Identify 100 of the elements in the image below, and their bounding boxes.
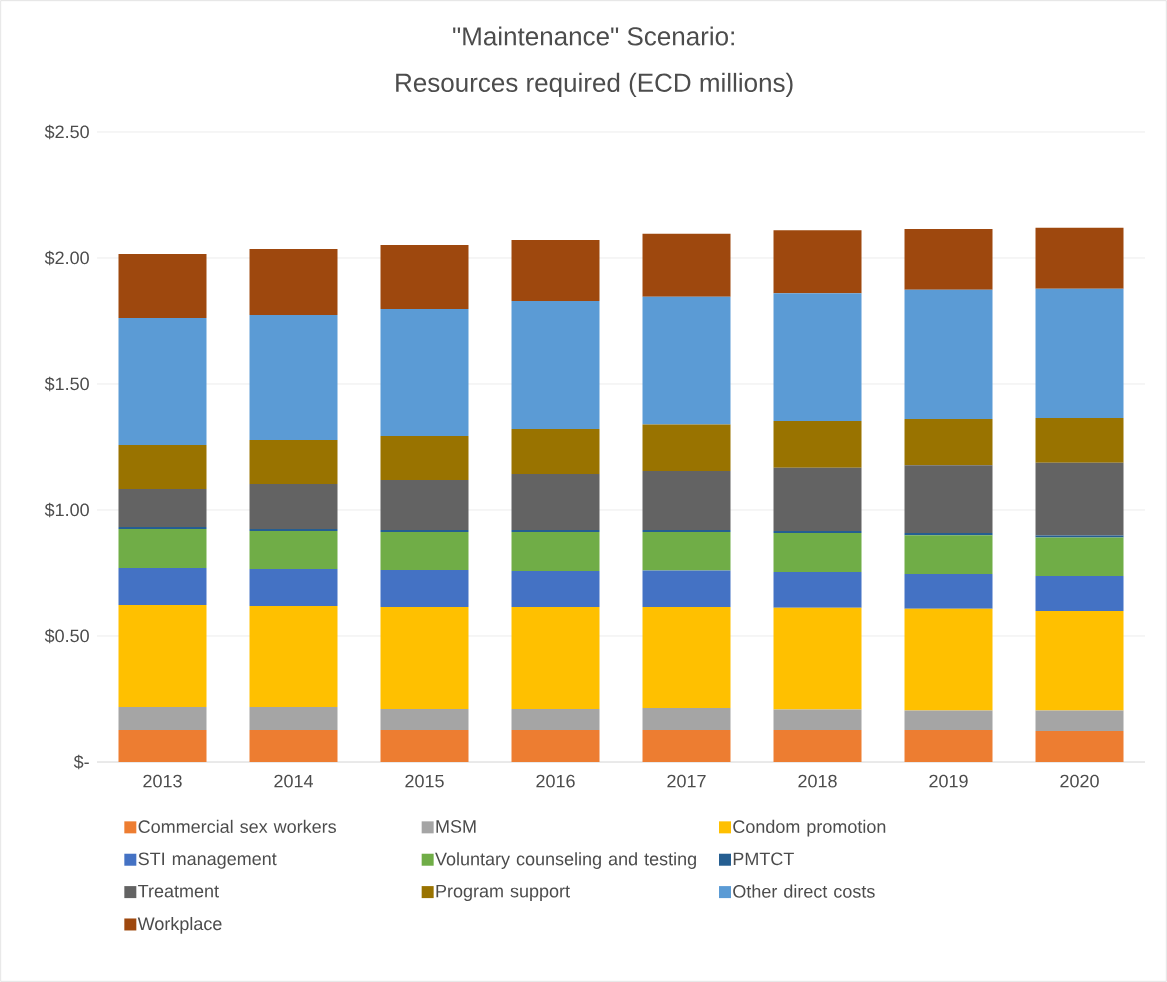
bar [380,435,469,481]
chart-title: "Maintenance" Scenario: [453,26,734,46]
bar [380,607,469,710]
bar [642,730,731,762]
bar [773,532,862,572]
bar [642,607,731,709]
bar [1035,576,1124,612]
x-tick-label: 2019 [929,774,968,788]
y-tick-label: $0.50 [44,628,89,644]
chart-subtitle: Resources required (ECD millions) [396,72,793,98]
bar [773,730,862,762]
bar [642,531,731,571]
bar [1035,731,1124,762]
bar [118,253,207,318]
bar [773,293,862,422]
bar [249,730,338,762]
bar [118,444,207,490]
bar [380,730,469,762]
bar [773,607,862,710]
bar [380,480,469,530]
legend-label: Voluntary counseling and testing [435,852,696,869]
bar [904,574,993,609]
bar [249,606,338,708]
bar [642,470,731,530]
legend-label: Program support [436,884,570,902]
bar [904,535,993,575]
bar [642,570,731,608]
bar [1035,535,1124,538]
bar [773,571,862,608]
bar [773,709,862,730]
bar [511,529,600,532]
bar [511,730,600,762]
bar [380,569,469,608]
bar [511,240,600,302]
bar [642,424,731,471]
bar [249,707,338,730]
bar [511,301,600,430]
bar [511,429,600,474]
bar [249,484,338,529]
bar [642,529,731,532]
legend-label: STI management [138,852,277,869]
bar [1035,537,1124,577]
y-tick-label: $1.50 [44,376,89,392]
x-tick-label: 2014 [274,774,313,788]
legend-label: MSM [436,820,476,833]
legend-label: Workplace [137,916,222,934]
bar [1035,227,1124,289]
bar [773,530,862,533]
bar [249,439,338,485]
bar [904,608,993,711]
bar [511,607,600,710]
bar [1035,611,1124,711]
bar [642,708,731,730]
bar [249,530,338,569]
bar [904,710,993,730]
bar [773,421,862,468]
x-tick-label: 2013 [143,774,182,788]
legend-label: Treatment [138,884,219,898]
bar [904,289,993,420]
bar [249,314,338,440]
bar [773,467,862,531]
bar [118,526,207,529]
bar [642,233,731,297]
x-tick-label: 2020 [1060,774,1099,788]
bar [904,229,993,290]
y-tick-label: $- [73,754,89,770]
bar [118,489,207,527]
legend-label: Commercial sex workers [138,819,336,834]
bar [773,230,862,294]
x-tick-label: 2018 [798,774,837,788]
bar [904,465,993,533]
bar [904,730,993,762]
y-tick-label: $2.00 [44,250,89,266]
bar [118,528,207,568]
x-tick-label: 2016 [536,774,575,788]
bar [642,296,731,425]
bar [249,528,338,531]
bar [249,248,338,315]
bar [249,568,338,607]
bar [511,531,600,571]
bar [1035,418,1124,463]
bar [1035,710,1124,732]
bar [118,605,207,708]
legend-label: PMTCT [733,852,794,866]
y-tick-label: $1.00 [44,502,89,518]
bar [511,570,600,608]
x-tick-label: 2015 [405,774,444,788]
bar [904,419,993,466]
legend-label: Other direct costs [733,884,875,898]
bar [380,709,469,730]
bar [118,317,207,445]
bar [118,707,207,730]
y-tick-label: $2.50 [44,124,89,140]
x-tick-label: 2017 [667,774,706,788]
legend-label: Condom promotion [733,819,886,837]
bar [511,709,600,730]
bar [118,567,207,605]
bar [511,473,600,530]
bar [1035,462,1124,536]
bar [1035,288,1124,419]
